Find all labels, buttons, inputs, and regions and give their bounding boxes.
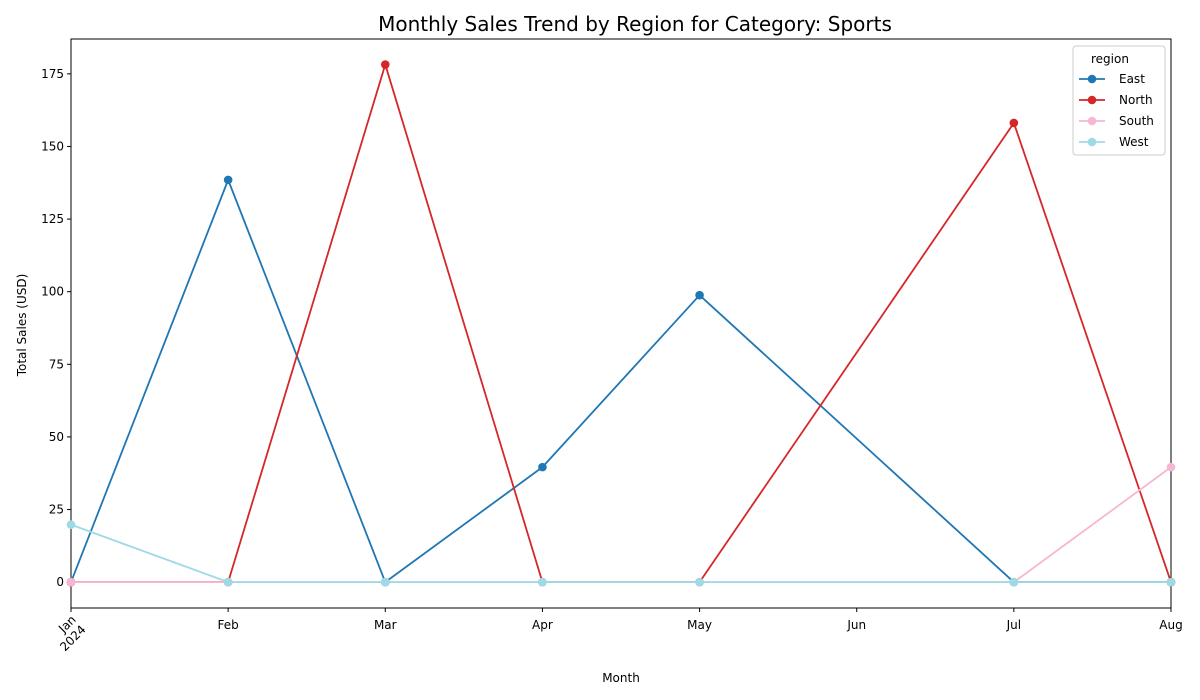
x-tick-label: Mar — [374, 618, 397, 632]
data-point-west — [223, 577, 233, 587]
data-point-south — [1166, 462, 1176, 472]
chart-title: Monthly Sales Trend by Region for Catego… — [378, 12, 892, 36]
y-tick-label: 50 — [49, 430, 64, 444]
y-tick-label: 25 — [49, 503, 64, 517]
x-tick-label: Jul — [1006, 618, 1021, 632]
legend-label-north: North — [1119, 93, 1153, 107]
data-point-west — [66, 520, 76, 529]
y-tick-label: 0 — [56, 575, 64, 589]
x-axis-label: Month — [602, 671, 640, 685]
y-ticks: 0 25 50 75 100 125 150 175 — [41, 67, 71, 589]
data-point-south — [66, 577, 76, 587]
legend-label-south: South — [1119, 114, 1154, 128]
data-point-north — [380, 60, 390, 69]
data-point-east — [538, 462, 547, 472]
axes-frame — [70, 38, 1172, 609]
y-tick-label: 125 — [41, 212, 64, 226]
y-tick-label: 175 — [41, 67, 64, 81]
legend-marker-south — [1087, 116, 1097, 126]
data-point-west — [695, 577, 704, 587]
x-tick-label: Feb — [218, 618, 239, 632]
legend-marker-north — [1087, 95, 1097, 105]
series-line-east — [70, 178, 1171, 584]
series-line-north — [71, 63, 1172, 584]
y-axis-label: Total Sales (USD) — [15, 274, 29, 378]
x-tick-label: May — [687, 618, 712, 632]
x-tick-label: Jun — [846, 618, 866, 632]
data-point-north — [1009, 118, 1019, 128]
legend-label-east: East — [1119, 72, 1145, 86]
legend-title: region — [1091, 52, 1129, 66]
data-point-west — [1166, 577, 1176, 587]
y-tick-label: 100 — [41, 285, 64, 299]
x-tick-label-group: Jan2024 — [47, 613, 89, 654]
data-point-east — [695, 290, 704, 300]
legend-label-west: West — [1119, 135, 1149, 149]
plot-area — [66, 60, 1176, 587]
y-tick-label: 75 — [49, 357, 64, 371]
legend-items: East North South West — [1079, 72, 1154, 149]
x-tick-label: Jan2024 — [47, 613, 88, 654]
series-line-south — [71, 466, 1172, 584]
data-point-west — [380, 577, 390, 587]
legend: region East North South West — [1072, 45, 1166, 156]
legend-marker-west — [1087, 137, 1097, 147]
legend-marker-east — [1087, 74, 1097, 84]
x-ticks: Jan2024 Feb Mar Apr May Jun Jul Aug — [47, 608, 1183, 654]
x-tick-label: Aug — [1159, 618, 1182, 632]
data-point-west — [538, 577, 547, 587]
data-point-east — [223, 175, 233, 185]
y-tick-label: 150 — [41, 139, 64, 153]
x-tick-label: Apr — [532, 618, 553, 632]
legend-frame — [1072, 45, 1166, 156]
data-point-west — [1009, 577, 1019, 587]
axes — [70, 38, 1172, 609]
